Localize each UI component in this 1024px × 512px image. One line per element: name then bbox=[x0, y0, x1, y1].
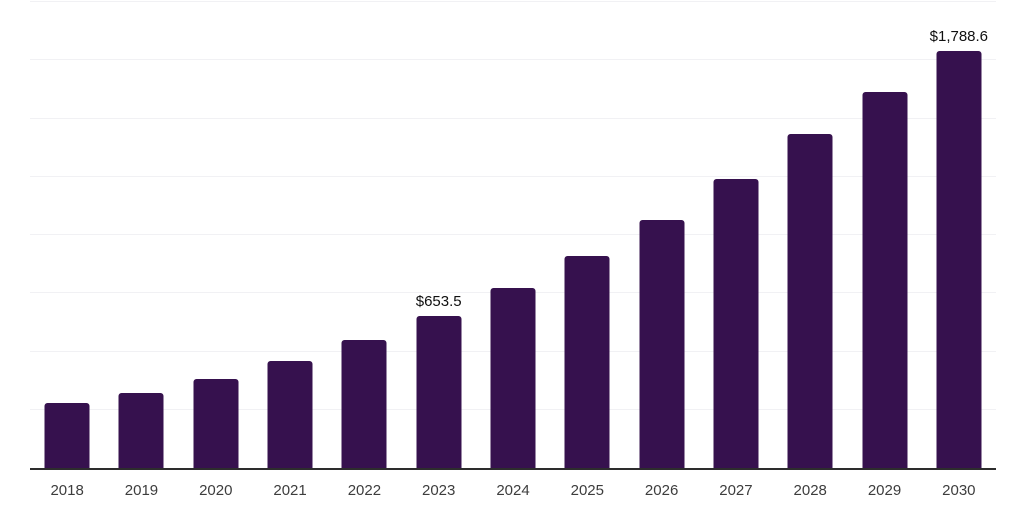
bar-2021[interactable] bbox=[267, 360, 313, 468]
x-tick-2028: 2028 bbox=[793, 482, 827, 499]
x-tick-2021: 2021 bbox=[273, 482, 307, 499]
x-tick-2023: 2023 bbox=[422, 482, 456, 499]
value-label-2023: $653.5 bbox=[415, 292, 462, 310]
bar-2026[interactable] bbox=[639, 220, 685, 468]
bar-slot bbox=[476, 2, 550, 468]
x-tick-2020: 2020 bbox=[199, 482, 233, 499]
bar-slot bbox=[773, 2, 847, 468]
bar-2022[interactable] bbox=[341, 339, 387, 468]
x-tick-2024: 2024 bbox=[496, 482, 530, 499]
bar-slot bbox=[30, 2, 104, 468]
bar-2020[interactable] bbox=[193, 378, 239, 468]
gridline bbox=[30, 117, 996, 119]
gridline bbox=[30, 59, 996, 61]
value-label-2030: $1,788.6 bbox=[929, 28, 989, 46]
x-tick-2018: 2018 bbox=[50, 482, 84, 499]
x-tick-2027: 2027 bbox=[719, 482, 753, 499]
bar-slot bbox=[179, 2, 253, 468]
bar-slot bbox=[104, 2, 178, 468]
bar-slot: $653.5 bbox=[402, 2, 476, 468]
bar-slot bbox=[699, 2, 773, 468]
plot-area: $653.5 $1,788.6 bbox=[30, 1, 996, 470]
x-tick-2026: 2026 bbox=[644, 482, 679, 499]
bar-2023[interactable] bbox=[416, 315, 462, 468]
x-tick-2029: 2029 bbox=[867, 482, 902, 499]
bar-slot: $1,788.6 bbox=[922, 2, 996, 468]
bar-slot bbox=[550, 2, 624, 468]
x-tick-2030: 2030 bbox=[942, 482, 976, 499]
bar-slot bbox=[327, 2, 401, 468]
bar-slot bbox=[624, 2, 698, 468]
gridline bbox=[30, 234, 996, 235]
gridline bbox=[30, 1, 996, 2]
x-tick-2022: 2022 bbox=[347, 482, 382, 499]
bar-2030[interactable] bbox=[936, 51, 982, 468]
bar-2019[interactable] bbox=[118, 392, 164, 468]
bar-2029[interactable] bbox=[862, 92, 908, 468]
x-tick-2019: 2019 bbox=[124, 482, 159, 499]
bar-2027[interactable] bbox=[713, 179, 759, 468]
bar-slot bbox=[847, 2, 921, 468]
gridline bbox=[30, 175, 996, 177]
bar-2018[interactable] bbox=[44, 402, 90, 468]
bar-2025[interactable] bbox=[564, 255, 610, 468]
bar-2028[interactable] bbox=[787, 134, 833, 468]
x-tick-2025: 2025 bbox=[570, 482, 604, 499]
bar-slot bbox=[253, 2, 327, 468]
x-axis: 2018 2019 2020 2021 2022 2023 2024 2025 2026 2027… bbox=[30, 482, 996, 504]
bar-2024[interactable] bbox=[490, 287, 536, 468]
